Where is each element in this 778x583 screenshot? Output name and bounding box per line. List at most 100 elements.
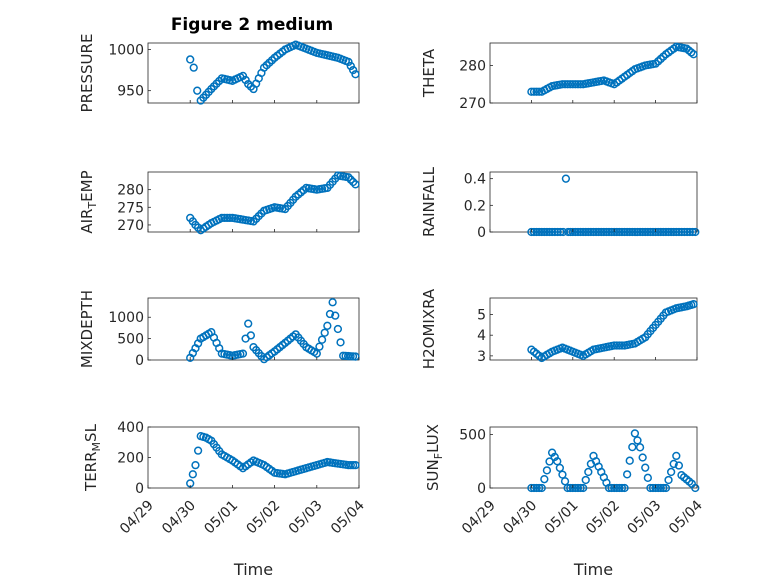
x-tick-label: 04/29 — [459, 498, 499, 538]
data-point — [344, 173, 353, 182]
data-point — [651, 227, 660, 237]
y-tick-label: 400 — [117, 420, 144, 436]
data-point — [691, 227, 700, 237]
data-point — [246, 331, 256, 340]
data-point — [625, 227, 634, 237]
data-point — [568, 227, 577, 237]
data-point — [597, 227, 606, 237]
data-point — [537, 483, 546, 493]
data-point — [317, 335, 327, 344]
ylabel-rest: EMP — [78, 170, 96, 201]
x-tick-label: 05/03 — [625, 498, 665, 538]
data-point — [568, 483, 577, 493]
data-point — [323, 321, 332, 330]
data-point — [225, 213, 234, 223]
y-tick-label: 280 — [459, 59, 486, 75]
data-point — [648, 227, 658, 237]
data-point — [545, 227, 554, 237]
data-point — [581, 227, 590, 237]
data-point — [674, 461, 684, 470]
data-point — [638, 453, 647, 462]
data-point — [648, 483, 658, 493]
data-point — [635, 443, 645, 452]
data-point — [656, 227, 665, 237]
data-point — [638, 227, 647, 237]
data-point — [532, 483, 541, 493]
subplot-pressure: 950 1000 PRESSURE — [78, 34, 360, 112]
data-point — [573, 227, 583, 237]
subplot-sun-flux: 0 500 04/29 04/30 05/01 05/02 05/03 05/04 SUNFL… — [424, 424, 706, 579]
data-point — [635, 227, 645, 237]
data-point — [535, 227, 544, 237]
data-point — [312, 349, 321, 358]
data-point — [643, 473, 652, 482]
data-point — [351, 352, 360, 361]
subplot-theta: 270 280 THETA — [420, 42, 698, 112]
data-point — [691, 483, 700, 493]
data-point — [188, 470, 197, 479]
ylabel-sub: T — [86, 202, 99, 210]
data-point — [325, 309, 335, 319]
data-point — [664, 227, 673, 237]
data-point — [558, 470, 567, 479]
data-point — [641, 227, 650, 237]
data-point — [576, 483, 585, 493]
subplot-terr-msl: 0 200 400 04/29 04/30 05/01 05/02 05/03 05/04 TE… — [82, 420, 368, 579]
data-point — [615, 341, 624, 350]
data-point — [654, 227, 663, 237]
data-point — [571, 227, 580, 237]
x-tick-label: 05/02 — [244, 498, 284, 538]
ylabel: THETA — [420, 48, 438, 98]
data-point — [244, 319, 253, 328]
data-point — [615, 483, 624, 493]
data-point — [610, 341, 619, 350]
data-point — [599, 227, 608, 237]
data-point — [191, 460, 200, 470]
data-point — [612, 227, 621, 237]
data-point — [579, 483, 588, 493]
data-point — [346, 175, 355, 184]
data-point — [669, 459, 678, 469]
x-tick-label: 05/01 — [201, 498, 241, 538]
data-point — [186, 55, 195, 64]
ylabel-main: TERR — [82, 451, 100, 492]
data-point — [687, 48, 696, 57]
data-point — [556, 227, 565, 237]
data-point — [560, 80, 570, 89]
data-point — [630, 227, 640, 237]
data-point — [328, 298, 337, 307]
data-point — [348, 177, 358, 187]
y-tick-label: 500 — [459, 427, 486, 443]
data-point — [594, 227, 603, 237]
subplot-mixdepth: 0 500 1000 MIXDEPTH — [78, 290, 360, 369]
xlabel: Time — [573, 560, 613, 579]
data-point — [542, 466, 552, 475]
data-point — [333, 324, 343, 334]
data-point — [607, 227, 616, 237]
data-point — [633, 436, 642, 445]
data-point — [604, 483, 614, 493]
data-point — [576, 80, 585, 89]
y-tick-label: 4 — [477, 328, 486, 344]
data-point — [527, 483, 536, 493]
data-point — [553, 457, 562, 466]
ylabel-rest: LUX — [424, 424, 442, 453]
subplot-h2omixra: 3 4 5 H2OMIXRA — [420, 288, 698, 369]
data-point — [571, 80, 580, 89]
data-point — [646, 227, 655, 237]
data-point — [537, 227, 546, 237]
data-point — [677, 227, 686, 237]
data-point — [633, 227, 642, 237]
x-tick-label: 04/29 — [117, 498, 157, 538]
data-point — [589, 227, 598, 237]
data-point — [620, 227, 629, 237]
figure-title: Figure 2 medium — [171, 15, 333, 35]
data-point — [547, 227, 557, 237]
xlabel: Time — [233, 560, 273, 579]
y-tick-label: 0 — [135, 353, 144, 369]
data-point — [532, 87, 541, 96]
ylabel: TERRMSL — [82, 423, 103, 492]
data-point — [573, 80, 583, 89]
x-tick-label: 05/01 — [542, 498, 582, 538]
